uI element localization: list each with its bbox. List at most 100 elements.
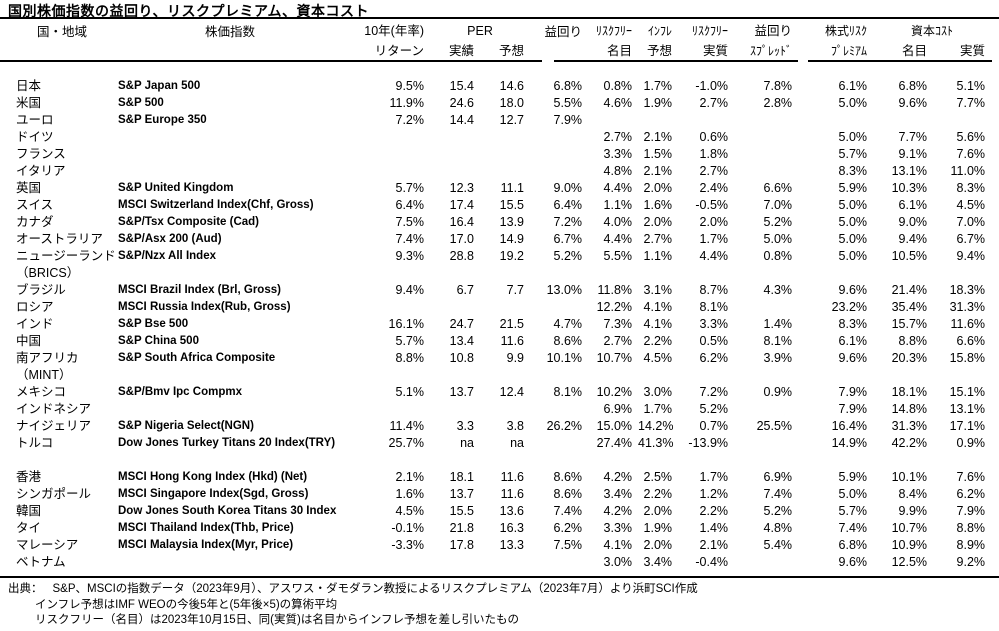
cell-yield-spread: 2.8% (763, 96, 793, 110)
cell-country: ブラジル (16, 283, 66, 297)
cell-yield-spread: 7.0% (763, 198, 793, 212)
cell-per-actual: 13.7 (449, 385, 474, 399)
cell-cost-of-capital-nominal: 14.8% (891, 402, 928, 416)
cell-country: ドイツ (16, 130, 54, 144)
cell-earnings-yield: 6.8% (553, 79, 583, 93)
cell-return-10y (344, 367, 430, 384)
header-row-1: 国・地域 株価指数 10年(年率) PER 益回り ﾘｽｸﾌﾘｰ ｲﾝﾌﾚ ﾘｽ… (8, 21, 991, 41)
cell-risk-free-nominal (588, 112, 638, 129)
cell-earnings-yield: 9.0% (553, 181, 583, 195)
cell-country: ニュージーランド (16, 249, 116, 263)
table-row: メキシコ S&P/Bmv Ipc Compmx 5.1% 13.7 12.4 8.1% 10… (8, 384, 991, 401)
cell-risk-free-nominal: 10.7% (596, 351, 633, 365)
cell-country: 南アフリカ (16, 351, 79, 365)
cell-earnings-yield (530, 435, 588, 452)
cell-per-forecast: 15.5 (499, 198, 525, 212)
cell-risk-free-nominal: 5.5% (603, 249, 633, 263)
cell-per-forecast: 11.1 (500, 181, 525, 195)
cell-index: S&P/Bmv Ipc Compmx (118, 386, 242, 398)
cell-cost-of-capital-real: 5.6% (956, 130, 986, 144)
cell-index: MSCI Thailand Index(Thb, Price) (118, 522, 294, 534)
cell-index: MSCI Russia Index(Rub, Gross) (118, 301, 291, 313)
table-row: 南アフリカ S&P South Africa Composite 8.8% 10.8 9… (8, 350, 991, 367)
cell-earnings-yield: 8.6% (553, 487, 583, 501)
cell-cost-of-capital-nominal (873, 112, 933, 129)
cell-earnings-yield: 6.4% (553, 198, 583, 212)
cell-cost-of-capital-real: 9.4% (956, 249, 986, 263)
table-row: ドイツ 2.7% 2.1% 0.6% 5.0% 7.7% 5.6% (8, 129, 991, 146)
col-header-inflation-line1: ｲﾝﾌﾚ (648, 24, 673, 38)
cell-equity-risk-premium: 5.9% (838, 181, 868, 195)
cell-inflation-forecast: 2.1% (643, 130, 673, 144)
cell-risk-free-real: 0.7% (699, 419, 729, 433)
cell-risk-free-nominal (588, 452, 638, 469)
cell-equity-risk-premium: 5.7% (838, 147, 868, 161)
cell-risk-free-real: -0.5% (695, 198, 729, 212)
cell-equity-risk-premium (798, 367, 873, 384)
cell-inflation-forecast: 1.5% (643, 147, 673, 161)
cell-equity-risk-premium: 9.6% (838, 351, 868, 365)
col-header-inflation-line2: 予想 (647, 44, 673, 58)
table-row: カナダ S&P/Tsx Composite (Cad) 7.5% 16.4 13.9 7.… (8, 214, 991, 231)
cell-cost-of-capital-nominal: 18.1% (891, 385, 928, 399)
cell-return-10y: 4.5% (395, 504, 425, 518)
cell-cost-of-capital-real: 11.0% (950, 164, 986, 178)
spacer-cell (8, 61, 991, 78)
cell-equity-risk-premium: 7.9% (838, 402, 868, 416)
cell-country: （BRICS） (16, 266, 80, 280)
footnote-source-text: S&P、MSCIの指数データ（2023年9月）、アスワス・ダモダラン教授によるリ… (52, 583, 698, 595)
cell-per-actual: 12.3 (449, 181, 474, 195)
cell-return-10y (344, 163, 430, 180)
cell-inflation-forecast (638, 112, 678, 129)
cell-equity-risk-premium (798, 452, 873, 469)
cell-risk-free-nominal: 4.2% (603, 470, 633, 484)
cell-inflation-forecast (638, 265, 678, 282)
cell-earnings-yield (530, 163, 588, 180)
cell-risk-free-real: 1.4% (699, 521, 729, 535)
cell-inflation-forecast: 2.0% (643, 504, 673, 518)
cell-inflation-forecast: 1.9% (643, 96, 673, 110)
cell-risk-free-nominal: 2.7% (603, 334, 633, 348)
cell-country: メキシコ (16, 385, 67, 399)
cell-cost-of-capital-real: 17.1% (949, 419, 986, 433)
cell-per-actual (430, 146, 480, 163)
footnote-inflation: インフレ予想はIMF WEOの今後5年と(5年後×5)の算術平均 (35, 598, 338, 611)
cell-risk-free-real: 8.7% (699, 283, 729, 297)
cell-risk-free-real: 2.1% (699, 538, 729, 552)
cell-earnings-yield (530, 554, 588, 571)
cell-return-10y: 2.1% (395, 470, 425, 484)
col-header-capital-cost-group: 資本ｺｽﾄ (911, 24, 954, 38)
cell-country: 米国 (16, 96, 42, 110)
cell-cost-of-capital-nominal: 10.1% (891, 470, 928, 484)
cell-per-forecast: 16.3 (499, 521, 525, 535)
spacer-row (8, 452, 991, 469)
cell-return-10y: 11.4% (389, 419, 424, 433)
cell-risk-free-nominal: 3.3% (603, 147, 633, 161)
cell-return-10y: 5.7% (395, 334, 425, 348)
cell-inflation-forecast: 2.7% (643, 232, 673, 246)
cell-yield-spread: 3.9% (763, 351, 793, 365)
cell-cost-of-capital-real (933, 452, 991, 469)
cell-risk-free-nominal: 0.8% (603, 79, 633, 93)
cell-inflation-forecast: 2.2% (643, 334, 673, 348)
cell-earnings-yield: 8.6% (553, 334, 583, 348)
cell-cost-of-capital-real: 8.3% (956, 181, 986, 195)
cell-country: （MINT） (16, 368, 72, 382)
cell-risk-free-real: 1.7% (699, 232, 729, 246)
table-row: マレーシア MSCI Malaysia Index(Myr, Price) -3.3… (8, 537, 991, 554)
cell-per-forecast: 11.6 (500, 470, 525, 484)
cell-index (116, 265, 344, 282)
cell-cost-of-capital-nominal: 12.5% (891, 555, 928, 569)
cell-equity-risk-premium: 5.0% (838, 249, 868, 263)
cell-risk-free-real: 2.0% (699, 215, 729, 229)
cell-per-forecast (480, 129, 530, 146)
cell-risk-free-nominal (588, 265, 638, 282)
cell-inflation-forecast: 3.0% (643, 385, 673, 399)
cell-yield-spread: 7.8% (763, 79, 793, 93)
cell-return-10y: 9.3% (395, 249, 425, 263)
cell-cost-of-capital-nominal: 8.8% (898, 334, 928, 348)
cell-cost-of-capital-nominal: 6.1% (898, 198, 928, 212)
cell-risk-free-real (678, 112, 734, 129)
cell-equity-risk-premium: 5.0% (838, 198, 868, 212)
